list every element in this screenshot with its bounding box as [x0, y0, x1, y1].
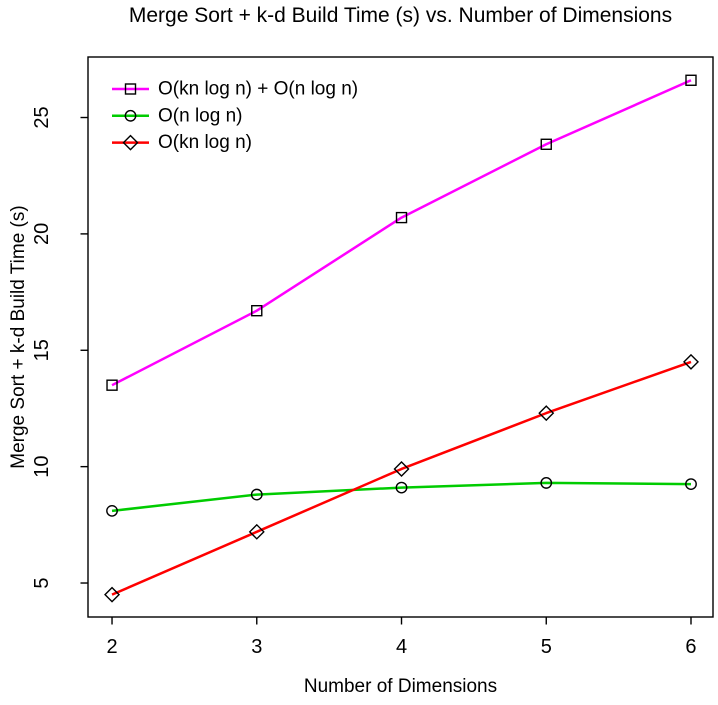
x-tick-label: 5: [541, 636, 552, 658]
x-axis-label: Number of Dimensions: [303, 676, 498, 697]
y-tick-label: 10: [31, 456, 53, 478]
data-point-marker: [538, 405, 555, 422]
x-tick-label: 4: [396, 636, 407, 658]
data-point-marker: [106, 379, 118, 391]
legend-label: O(kn log n) + O(n log n): [158, 79, 358, 100]
legend-marker: [124, 109, 137, 122]
data-point-marker: [393, 460, 410, 477]
data-point-marker: [685, 478, 697, 490]
data-point-marker: [395, 211, 408, 224]
data-point-marker: [540, 138, 552, 150]
y-tick-label: 25: [31, 106, 53, 128]
plot-border: [87, 56, 714, 618]
y-tick-label: 5: [31, 577, 53, 588]
legend-label: O(n log n): [158, 105, 242, 126]
x-tick-label: 6: [685, 636, 696, 658]
legend-label: O(kn log n): [158, 132, 252, 153]
chart-title: Merge Sort + k-d Build Time (s) vs. Numb…: [128, 4, 673, 27]
data-point-marker: [540, 477, 553, 489]
series-line-0: [111, 79, 692, 387]
data-point-marker: [395, 481, 408, 494]
legend-marker: [124, 83, 137, 95]
data-point-marker: [106, 504, 118, 517]
series-line-1: [111, 481, 692, 513]
x-tick-label: 3: [251, 636, 262, 658]
legend-marker: [122, 134, 139, 151]
data-point-marker: [104, 586, 121, 603]
y-axis-label: Merge Sort + k-d Build Time (s): [8, 205, 29, 469]
y-tick-label: 15: [31, 339, 53, 361]
y-tick-label: 20: [31, 223, 53, 245]
data-point-marker: [251, 304, 263, 317]
series-line-2: [111, 360, 692, 596]
data-point-marker: [685, 74, 697, 86]
data-point-marker: [683, 353, 699, 370]
x-tick-label: 2: [106, 636, 117, 658]
data-point-marker: [250, 488, 263, 501]
data-point-marker: [248, 523, 265, 540]
